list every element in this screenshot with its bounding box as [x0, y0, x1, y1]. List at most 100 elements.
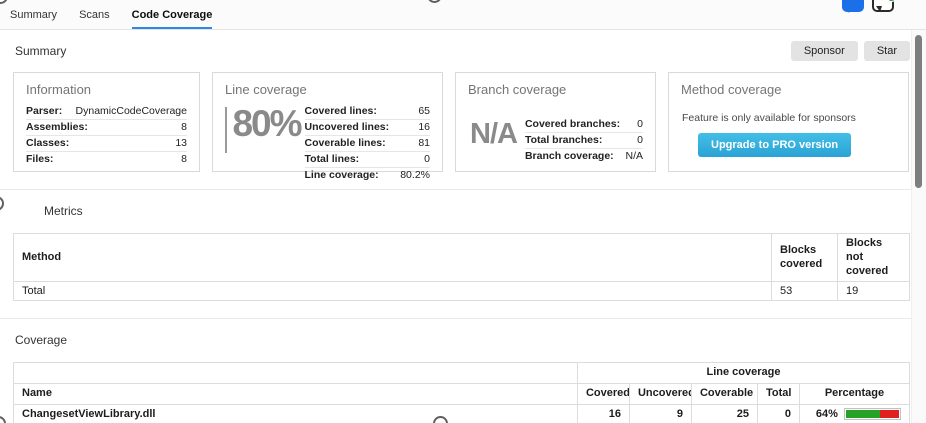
coverage-bar: [843, 407, 901, 420]
section-divider: [0, 318, 926, 320]
tab-code-coverage[interactable]: Code Coverage: [131, 1, 213, 29]
coverage-gauge-bar: [225, 107, 228, 153]
coverage-coverable: 25: [690, 403, 758, 423]
coverage-header-total: Total: [756, 383, 800, 405]
info-value: 8: [181, 121, 187, 133]
line-row-percentage: Line coverage: 80.2%: [305, 168, 430, 183]
branch-row-total: Total branches: 0: [524, 133, 643, 149]
scrollbar-track[interactable]: [911, 30, 926, 423]
coverage-name: ChangesetViewLibrary.dll: [13, 403, 578, 423]
sponsors-note: Feature is only available for sponsors: [682, 112, 856, 124]
method-coverage-card: Method coverage Feature is only availabl…: [668, 72, 909, 172]
coverage-header-percentage: Percentage: [798, 383, 911, 405]
coverage-group-header-row: Line coverage: [13, 362, 911, 384]
metrics-section-header: Metrics: [44, 200, 910, 222]
coverage-group-header: Line coverage: [576, 362, 911, 384]
sponsor-button[interactable]: Sponsor: [790, 41, 858, 61]
line-label: Coverable lines:: [304, 137, 386, 149]
selection-handle-bottom-center[interactable]: [433, 416, 448, 423]
branch-coverage-body: N/A Covered branches: 0 Total branches: …: [468, 104, 643, 164]
metrics-blocks-covered-value: 53: [771, 281, 838, 302]
tab-bar: Summary Scans Code Coverage: [0, 0, 926, 30]
metrics-total-label: Total: [13, 281, 772, 302]
coverage-header-coverable: Coverable: [690, 383, 758, 405]
branch-value: 0: [637, 118, 643, 130]
metrics-header-row: Method Blocks covered Blocks not covered: [13, 232, 910, 283]
branch-label: Branch coverage:: [524, 150, 614, 162]
selection-handle-bottom-left[interactable]: [0, 416, 6, 423]
info-value: 8: [181, 153, 187, 165]
line-value: 80.2%: [400, 169, 430, 181]
info-label: Files:: [26, 153, 54, 165]
add-comment-bubble-icon[interactable]: +: [872, 0, 897, 12]
summary-title: Summary: [15, 44, 67, 58]
line-row-uncovered: Uncovered lines: 16: [304, 120, 430, 136]
line-coverage-card: Line coverage 80% Covered lines: 65 Unco…: [212, 72, 443, 181]
info-label: Parser:: [26, 105, 63, 117]
coverage-uncovered: 9: [628, 403, 692, 423]
information-table: Parser: DynamicCodeCoverage Assemblies: …: [26, 104, 187, 167]
info-label: Assemblies:: [26, 121, 88, 133]
branch-value: 0: [637, 134, 643, 146]
metrics-header-blocks-covered: Blocks covered: [771, 232, 838, 283]
scrollbar-thumb[interactable]: [915, 35, 922, 188]
information-card-title: Information: [26, 82, 92, 97]
line-value: 0: [424, 153, 430, 165]
coverage-row-assembly: ChangesetViewLibrary.dll 16 9 25 0 64%: [13, 403, 911, 423]
method-coverage-card-title: Method coverage: [681, 82, 782, 97]
upgrade-pro-button[interactable]: Upgrade to PRO version: [698, 133, 852, 157]
metrics-header-method: Method: [13, 232, 772, 283]
branch-coverage-card-title: Branch coverage: [468, 82, 567, 97]
branch-label: Covered branches:: [524, 118, 621, 130]
info-value: DynamicCodeCoverage: [75, 105, 187, 117]
tab-summary[interactable]: Summary: [10, 9, 58, 21]
info-row-classes: Classes: 13: [26, 136, 187, 152]
summary-buttons: Sponsor Star: [790, 41, 910, 61]
line-coverage-card-title: Line coverage: [225, 82, 307, 97]
info-row-assemblies: Assemblies: 8: [26, 120, 187, 136]
coverage-title: Coverage: [15, 333, 68, 348]
line-row-total: Total lines: 0: [304, 152, 430, 168]
star-button[interactable]: Star: [863, 41, 910, 61]
coverage-percentage-cell: 64%: [798, 403, 911, 423]
coverage-percent-text: 64%: [815, 407, 838, 420]
information-card: Information Parser: DynamicCodeCoverage …: [13, 72, 200, 172]
feedback-bubble-icon[interactable]: [842, 0, 864, 13]
line-coverage-body: 80% Covered lines: 65 Uncovered lines: 1…: [225, 103, 430, 183]
summary-section-header: Summary Sponsor Star: [15, 40, 910, 62]
coverage-table: Line coverage Name Covered Uncovered Cov…: [13, 362, 911, 423]
line-coverage-table: Covered lines: 65 Uncovered lines: 16 Co…: [304, 104, 430, 183]
branch-value: N/A: [625, 150, 643, 162]
coverage-header-uncovered: Uncovered: [628, 383, 692, 405]
metrics-blocks-not-covered-value: 19: [837, 281, 910, 302]
metrics-title: Metrics: [44, 204, 83, 218]
metrics-total-row: Total 53 19: [13, 281, 910, 302]
branch-row-percentage: Branch coverage: N/A: [525, 149, 643, 164]
line-row-covered: Covered lines: 65: [304, 104, 430, 120]
tab-scans[interactable]: Scans: [79, 9, 110, 21]
coverage-header-covered: Covered: [576, 383, 630, 405]
section-divider: [0, 189, 926, 190]
coverage-section-header: Coverage: [15, 329, 910, 351]
coverage-header-row: Name Covered Uncovered Coverable Total P…: [13, 383, 911, 405]
line-label: Covered lines:: [304, 105, 377, 117]
line-label: Total lines:: [304, 153, 360, 165]
line-label: Uncovered lines:: [304, 121, 390, 133]
line-value: 65: [418, 105, 430, 117]
info-row-files: Files: 8: [26, 152, 187, 167]
branch-row-covered: Covered branches: 0: [524, 117, 643, 133]
line-label: Line coverage:: [304, 169, 379, 181]
floating-icons: +: [842, 0, 897, 13]
info-row-parser: Parser: DynamicCodeCoverage: [26, 104, 187, 120]
line-value: 16: [418, 121, 430, 133]
branch-label: Total branches:: [524, 134, 603, 146]
metrics-header-blocks-not-covered: Blocks not covered: [837, 232, 910, 283]
report-content: Summary Sponsor Star Information Parser:…: [0, 40, 926, 423]
branch-coverage-table: Covered branches: 0 Total branches: 0 Br…: [524, 117, 643, 164]
info-label: Classes:: [26, 137, 70, 149]
metrics-table: Method Blocks covered Blocks not covered…: [13, 232, 910, 302]
summary-cards: Information Parser: DynamicCodeCoverage …: [13, 72, 910, 181]
info-value: 13: [175, 137, 187, 149]
coverage-header-name: Name: [13, 383, 578, 405]
line-row-coverable: Coverable lines: 81: [304, 136, 430, 152]
